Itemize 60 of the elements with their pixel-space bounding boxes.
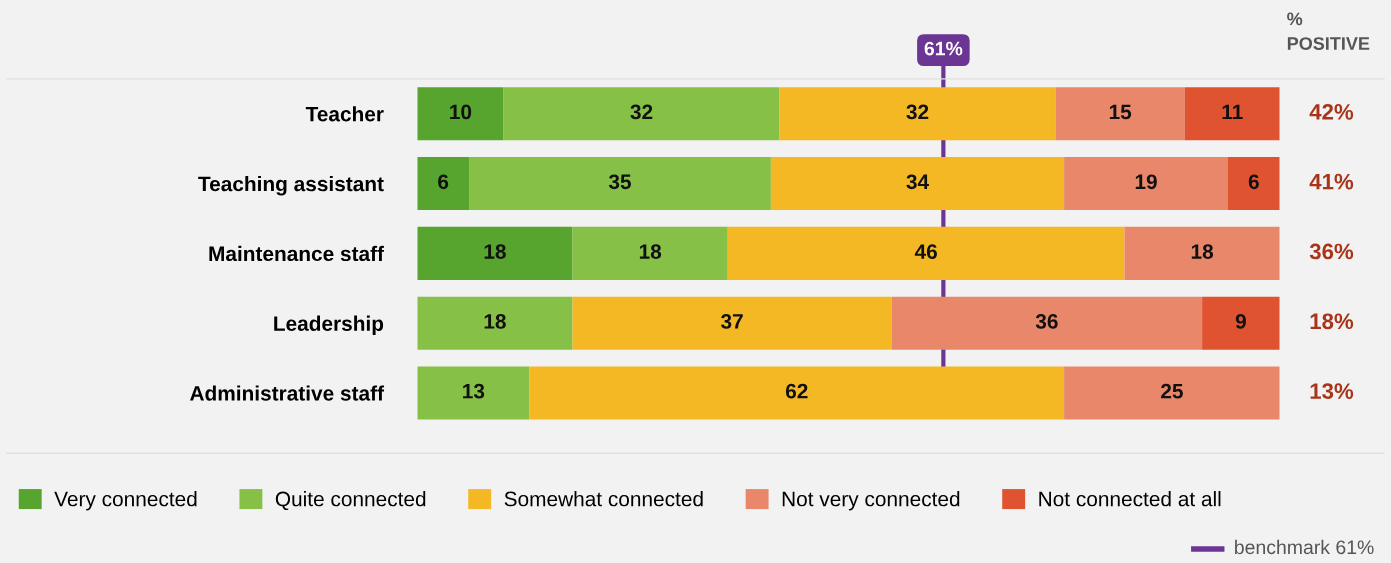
bar (1124, 226, 1280, 280)
text: 41% (1309, 173, 1354, 190)
y-tick-label: Administrative staff (190, 385, 385, 401)
bar (572, 296, 892, 350)
bar (1064, 366, 1280, 420)
bar (417, 296, 573, 350)
bar (891, 296, 1203, 350)
data-label: 35 (608, 174, 631, 190)
y-tick-label: Leadership (274, 315, 384, 336)
data-label: 18 (1191, 244, 1214, 259)
bar (727, 226, 1125, 280)
data-label: 6 (438, 174, 449, 190)
text: 36% (1309, 243, 1354, 260)
data-label: 46 (914, 244, 937, 259)
legend-label: Not very connected (782, 491, 960, 511)
data-label: 11 (1222, 104, 1243, 120)
data-label: 37 (720, 314, 743, 329)
bar (417, 366, 530, 420)
bar (770, 157, 1065, 211)
y-tick-label: Maintenance staff (209, 245, 385, 262)
bar (469, 157, 771, 211)
text: 13% (1310, 383, 1354, 399)
data-label: 62 (785, 383, 808, 399)
legend-label: Somewhat connected (504, 491, 703, 507)
bar (503, 87, 780, 141)
text: benchmark 61% (1235, 539, 1374, 555)
ref-line-label: 61% (924, 41, 963, 56)
bar (572, 226, 728, 280)
bar (1202, 296, 1280, 350)
data-label: 19 (1135, 174, 1157, 190)
text: % POSITIVE (1287, 12, 1370, 50)
bar (1055, 87, 1185, 141)
y-tick-label: Teacher (305, 106, 384, 122)
data-label: 32 (630, 104, 653, 120)
legend-label: Quite connected (275, 491, 426, 511)
data-label: 6 (1248, 174, 1259, 190)
legend-label: Very connected (54, 491, 197, 511)
data-label: 36 (1035, 314, 1058, 329)
text: 42% (1309, 103, 1354, 120)
data-label: 18 (484, 244, 506, 259)
data-label: 25 (1161, 383, 1183, 399)
bar (1227, 157, 1280, 211)
data-label: 18 (484, 314, 506, 329)
text: 18% (1310, 313, 1354, 330)
data-label: 10 (450, 104, 472, 120)
data-label: 15 (1109, 104, 1132, 120)
bar (1184, 87, 1280, 141)
data-label: 34 (906, 174, 929, 190)
bar (417, 87, 504, 141)
data-label: 9 (1235, 314, 1246, 329)
bar (417, 226, 573, 280)
bar (779, 87, 1056, 141)
bar (1064, 157, 1228, 211)
data-label: 32 (906, 104, 929, 120)
data-label: 13 (463, 383, 485, 399)
bar (529, 366, 1065, 420)
legend-label: Not connected at all (1039, 491, 1221, 507)
y-tick-label: Teaching assistant (198, 175, 384, 196)
data-label: 18 (639, 244, 662, 259)
bar (417, 157, 470, 211)
